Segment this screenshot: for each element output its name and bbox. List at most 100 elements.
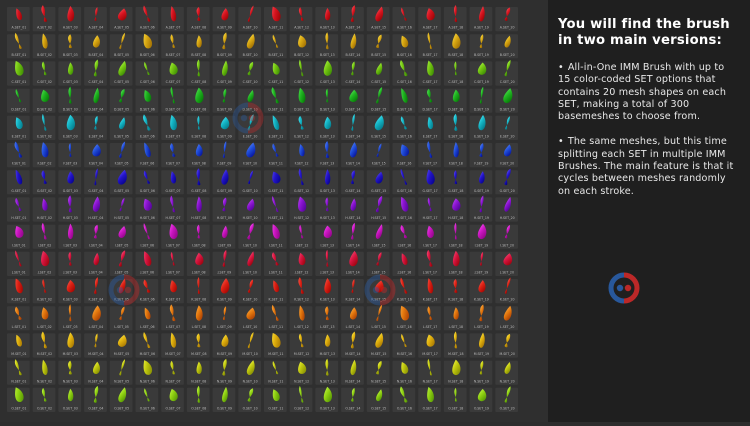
mesh-shape [477, 388, 487, 402]
mesh-shape [400, 386, 408, 403]
thumbnail-label: N.SET_08 [191, 379, 206, 383]
brush-thumbnail: A.SET_16 [392, 7, 416, 32]
brush-thumbnail: L.SET_20 [495, 305, 518, 331]
thumbnail-label: A.SET_04 [89, 26, 104, 30]
brush-thumbnail: D.SET_04 [84, 87, 107, 113]
thumbnail-label: N.SET_17 [423, 379, 438, 383]
brush-thumbnail: F.SET_03 [58, 143, 82, 168]
mesh-shape [454, 61, 457, 76]
brush-thumbnail: O.SET_07 [161, 387, 184, 412]
brush-thumbnail: I.SET_16 [392, 224, 416, 249]
brush-thumbnail: I.SET_11 [264, 224, 287, 249]
brush-thumbnail: G.SET_12 [289, 168, 313, 195]
mesh-shape [143, 279, 151, 293]
mesh-shape [248, 279, 253, 293]
brush-thumbnail: F.SET_02 [32, 142, 56, 168]
mesh-shape [170, 332, 177, 348]
mesh-shape [41, 331, 47, 349]
thumbnail-label: L.SET_17 [423, 325, 437, 329]
brush-thumbnail: C.SET_09 [212, 60, 236, 86]
thumbnail-label: N.SET_20 [500, 379, 515, 383]
mesh-shape [325, 141, 329, 159]
mesh-shape [247, 251, 255, 267]
thumbnail-label: M.SET_03 [63, 352, 78, 356]
mesh-shape [68, 34, 72, 49]
thumbnail-label: H.SET_13 [320, 216, 335, 220]
brush-thumbnail: H.SET_07 [161, 195, 184, 222]
brush-thumbnail: H.SET_16 [392, 196, 416, 222]
thumbnail-label: I.SET_01 [12, 243, 26, 247]
mesh-shape [400, 168, 408, 185]
thumbnail-label: B.SET_09 [217, 53, 232, 57]
mesh-shape [68, 388, 74, 402]
brush-thumbnail: M.SET_13 [315, 333, 339, 358]
mesh-shape [350, 198, 357, 211]
thumbnail-label: A.SET_12 [294, 26, 309, 30]
brush-thumbnail: F.SET_12 [289, 143, 313, 168]
mesh-shape [325, 358, 329, 376]
brush-thumbnail: C.SET_07 [161, 61, 184, 86]
brush-thumbnail: M.SET_17 [418, 333, 441, 358]
mesh-shape [169, 62, 178, 75]
mesh-shape [477, 62, 487, 75]
thumbnail-label: C.SET_08 [191, 80, 206, 84]
brush-thumbnail: E.SET_04 [84, 115, 107, 140]
thumbnail-label: D.SET_15 [371, 107, 386, 111]
mesh-shape [15, 225, 24, 238]
brush-thumbnail: L.SET_19 [469, 304, 493, 331]
mesh-shape [504, 361, 511, 374]
thumbnail-label: K.SET_11 [269, 298, 284, 302]
brush-thumbnail: C.SET_11 [264, 61, 287, 86]
brush-thumbnail: K.SET_18 [443, 279, 467, 304]
brush-thumbnail: L.SET_16 [392, 305, 416, 331]
brush-thumbnail: K.SET_11 [264, 279, 287, 304]
thumbnail-label: F.SET_03 [63, 162, 77, 166]
thumbnail-label: A.SET_09 [217, 26, 232, 30]
brush-thumbnail: N.SET_02 [32, 359, 56, 385]
mesh-shape [220, 116, 230, 130]
thumbnail-label: L.SET_11 [269, 325, 283, 329]
mesh-shape [401, 361, 409, 374]
brush-thumbnail: O.SET_10 [238, 387, 261, 412]
brush-thumbnail: N.SET_06 [135, 360, 159, 385]
thumbnail-label: G.SET_13 [320, 189, 335, 193]
thumbnail-label: B.SET_04 [88, 53, 103, 57]
mesh-shape [350, 359, 357, 376]
thumbnail-label: J.SET_01 [11, 271, 26, 275]
brush-thumbnail: G.SET_11 [264, 170, 287, 195]
mesh-shape [42, 359, 48, 375]
brush-thumbnail: B.SET_17 [418, 32, 441, 59]
brush-thumbnail: N.SET_13 [315, 358, 339, 385]
brush-thumbnail: F.SET_18 [443, 142, 467, 168]
thumbnail-label: C.SET_11 [268, 80, 283, 84]
brush-thumbnail: G.SET_02 [32, 170, 56, 195]
mesh-shape [246, 360, 255, 375]
thumbnail-label: L.SET_09 [217, 325, 231, 329]
thumbnail-label: O.SET_07 [165, 407, 180, 411]
mesh-shape [503, 305, 512, 321]
mesh-shape [68, 304, 72, 322]
mesh-shape [299, 224, 304, 239]
mesh-shape [94, 115, 98, 130]
brush-thumbnail: G.SET_18 [443, 170, 467, 195]
mesh-shape [222, 60, 228, 76]
thumbnail-label: O.SET_20 [500, 407, 515, 411]
mesh-shape [325, 88, 329, 103]
thumbnail-label: K.SET_07 [166, 298, 181, 302]
thumbnail-label: N.SET_13 [320, 379, 335, 383]
thumbnail-label: M.SET_15 [371, 352, 386, 356]
mesh-shape [16, 8, 23, 21]
mesh-shape [272, 252, 279, 266]
mesh-shape [504, 386, 511, 403]
thumbnail-label: C.SET_19 [474, 80, 489, 84]
thumbnail-label: K.SET_10 [243, 298, 258, 302]
brush-thumbnail: B.SET_04 [84, 34, 107, 59]
mesh-shape [170, 195, 176, 213]
mesh-shape [427, 358, 432, 376]
thumbnail-label: F.SET_16 [397, 162, 411, 166]
mesh-shape [325, 169, 331, 185]
mesh-shape [272, 171, 281, 184]
mesh-shape [143, 5, 151, 22]
mesh-shape [92, 35, 100, 48]
thumbnail-label: H.SET_10 [243, 216, 258, 220]
